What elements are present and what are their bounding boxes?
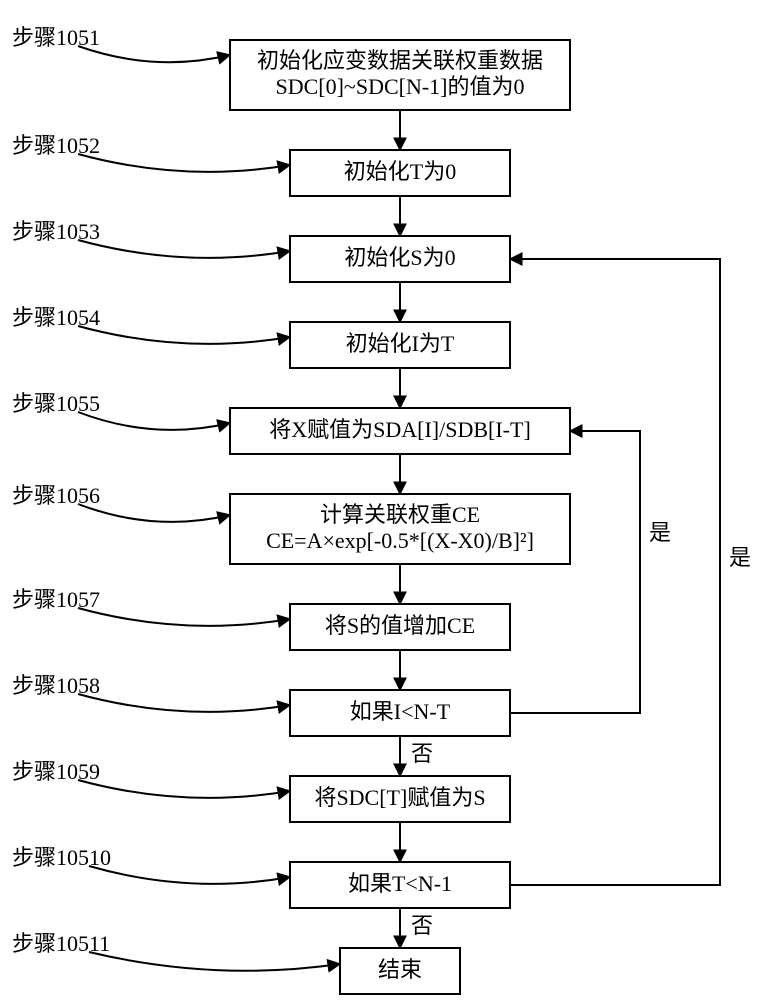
label-pointer (78, 780, 290, 798)
label-pointer (78, 608, 290, 626)
flow-node-text: 初始化I为T (346, 331, 455, 356)
label-pointer (78, 326, 290, 344)
flow-node-text: 计算关联权重CE (320, 502, 480, 527)
label-pointer (78, 240, 290, 258)
flow-node-text: 如果T<N-1 (348, 871, 452, 896)
flow-node-text: 将S的值增加CE (325, 613, 475, 638)
label-pointer (78, 694, 290, 712)
label-pointer (89, 952, 340, 971)
flow-node-text: CE=A×exp[-0.5*[(X-X0)/B]²] (266, 528, 534, 553)
step-label: 步骤1055 (12, 391, 100, 416)
flow-node-text: 如果I<N-T (350, 699, 451, 724)
step-label: 步骤1052 (12, 133, 100, 158)
step-label: 步骤1051 (12, 25, 100, 50)
step-label: 步骤1053 (12, 219, 100, 244)
step-label: 步骤10510 (12, 845, 111, 870)
flow-node-text: 将SDC[T]赋值为S (314, 785, 485, 810)
loop-label: 是 (729, 545, 751, 570)
label-pointer (78, 412, 230, 430)
step-label: 步骤1056 (12, 483, 100, 508)
flow-node-text: 初始化应变数据关联权重数据 (257, 48, 543, 73)
loop-edge (510, 431, 640, 713)
step-label: 步骤10511 (12, 931, 110, 956)
label-pointer (78, 46, 230, 62)
step-label: 步骤1054 (12, 305, 100, 330)
flow-node-text: 初始化T为0 (344, 159, 456, 184)
edge-label: 否 (411, 741, 433, 766)
step-label: 步骤1059 (12, 759, 100, 784)
flowchart-canvas: 否否是是初始化应变数据关联权重数据SDC[0]~SDC[N-1]的值为0初始化T… (0, 0, 779, 1000)
label-pointer (78, 154, 290, 172)
edge-label: 否 (411, 913, 433, 938)
label-pointer (78, 504, 230, 522)
loop-label: 是 (649, 520, 671, 545)
step-label: 步骤1058 (12, 673, 100, 698)
step-label: 步骤1057 (12, 587, 100, 612)
loop-edge (510, 259, 720, 885)
label-pointer (89, 866, 290, 884)
flow-node-text: 初始化S为0 (344, 245, 455, 270)
flow-node-text: 将X赋值为SDA[I]/SDB[I-T] (269, 417, 531, 442)
flow-node-text: 结束 (378, 957, 422, 982)
flow-node-text: SDC[0]~SDC[N-1]的值为0 (275, 74, 524, 99)
